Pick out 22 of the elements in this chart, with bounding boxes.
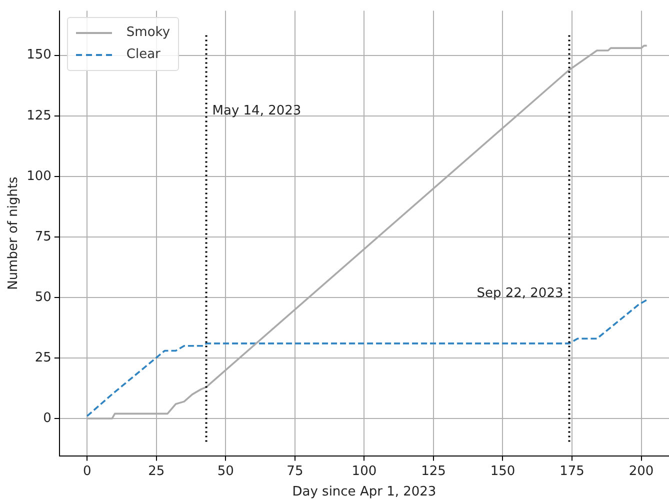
x-tick-label: 175 bbox=[560, 464, 584, 479]
x-tick-label: 125 bbox=[421, 464, 446, 479]
x-axis-title: Day since Apr 1, 2023 bbox=[292, 484, 436, 500]
x-tick-label: 150 bbox=[490, 464, 516, 479]
x-tick-label: 100 bbox=[352, 464, 377, 479]
ref-line-label: May 14, 2023 bbox=[212, 103, 302, 118]
y-tick-label: 25 bbox=[34, 350, 52, 366]
x-tick-label: 200 bbox=[628, 464, 654, 479]
y-tick-label: 100 bbox=[26, 168, 52, 184]
x-tick-label: 75 bbox=[286, 464, 304, 479]
y-tick-label: 150 bbox=[26, 48, 52, 63]
y-tick-label: 0 bbox=[43, 410, 52, 426]
y-tick-label: 125 bbox=[26, 108, 52, 124]
x-tick-label: 25 bbox=[148, 464, 165, 479]
legend-label: Clear bbox=[126, 47, 160, 62]
ref-line-label: Sep 22, 2023 bbox=[476, 286, 564, 301]
x-tick-label: 0 bbox=[82, 464, 92, 479]
y-tick-label: 75 bbox=[34, 229, 52, 244]
y-axis-title: Number of nights bbox=[6, 176, 22, 290]
legend-label: Smoky bbox=[126, 25, 170, 40]
y-tick-label: 50 bbox=[34, 290, 52, 305]
x-tick-label: 50 bbox=[217, 464, 234, 479]
